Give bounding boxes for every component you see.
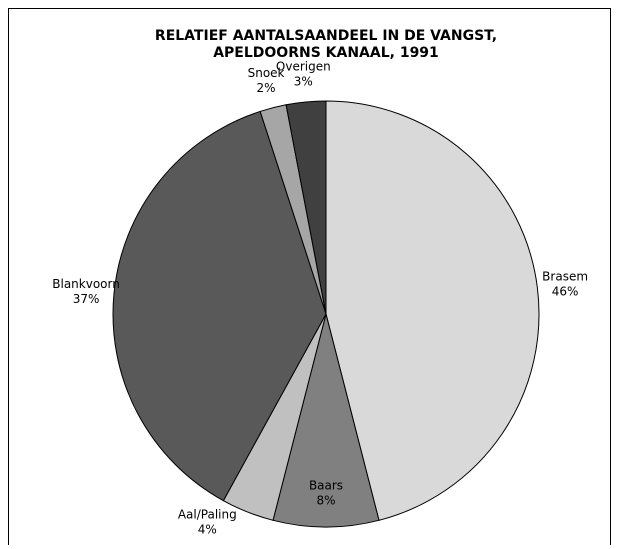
- pie-slice: [112, 110, 327, 502]
- pie-slice: [325, 100, 540, 521]
- chart-frame: [8, 8, 611, 549]
- chart-title: RELATIEF AANTALSAANDEEL IN DE VANGST,: [155, 28, 497, 44]
- slice-label: Overigen: [276, 60, 331, 74]
- slice-value-label: 46%: [552, 284, 579, 298]
- chart-title: APELDOORNS KANAAL, 1991: [213, 45, 439, 61]
- slice-label: Baars: [309, 478, 343, 492]
- slice-value-label: 3%: [294, 75, 313, 89]
- slice-value-label: 37%: [73, 292, 100, 306]
- slice-label: Aal/Paling: [178, 508, 237, 522]
- slice-label: Brasem: [542, 269, 588, 283]
- slice-value-label: 8%: [316, 493, 335, 507]
- slice-value-label: 4%: [198, 523, 217, 537]
- slice-label: Blankvoorn: [52, 277, 120, 291]
- slice-label: Snoek: [248, 66, 285, 80]
- pie-slice: [285, 100, 327, 315]
- slice-value-label: 2%: [257, 81, 276, 95]
- pie-slice: [272, 313, 380, 528]
